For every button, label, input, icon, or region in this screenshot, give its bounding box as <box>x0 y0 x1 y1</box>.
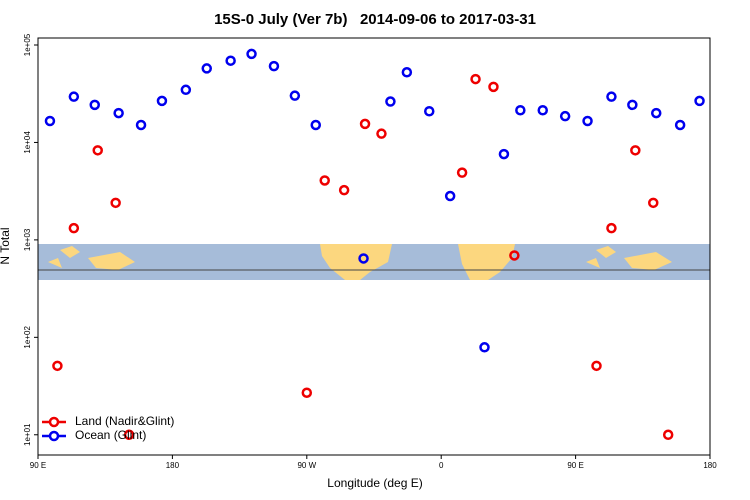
point <box>424 106 435 117</box>
point <box>650 107 662 119</box>
x-tick-label: 90 W <box>297 461 316 470</box>
x-tick-label: 90 E <box>30 461 46 470</box>
point <box>358 253 369 264</box>
point <box>319 175 330 186</box>
point <box>52 360 63 372</box>
y-tick-label: 1e+03 <box>23 228 32 251</box>
land-shape <box>586 246 672 270</box>
point <box>401 67 413 78</box>
y-tick-label: 1e+01 <box>23 423 32 446</box>
point <box>225 55 236 66</box>
legend-label: Ocean (Glint) <box>75 428 146 442</box>
land-shape <box>320 244 392 280</box>
point <box>110 197 121 209</box>
x-tick-label: 180 <box>703 461 717 470</box>
point <box>582 115 593 127</box>
point <box>662 429 674 441</box>
point <box>537 104 548 116</box>
point <box>310 119 322 131</box>
point <box>89 99 100 111</box>
point <box>456 167 468 178</box>
point <box>694 95 705 107</box>
point <box>488 81 499 93</box>
point <box>630 145 641 156</box>
plot-frame <box>37 37 711 456</box>
point <box>515 104 526 116</box>
point <box>301 387 313 398</box>
point <box>246 48 257 60</box>
point <box>156 95 168 107</box>
x-axis-label: Longitude (deg E) <box>327 476 422 490</box>
x-tick-label: 180 <box>166 461 180 470</box>
point <box>648 197 659 209</box>
point <box>498 148 510 160</box>
point <box>44 115 56 127</box>
land-shape <box>48 246 135 270</box>
point <box>268 60 280 72</box>
legend-marker <box>48 416 60 428</box>
x-tick-label: 90 E <box>567 461 583 470</box>
point <box>123 429 135 441</box>
y-tick-label: 1e+04 <box>23 131 32 154</box>
y-tick-label: 1e+05 <box>23 33 32 56</box>
point <box>135 119 147 131</box>
legend: Land (Nadir&Glint)Ocean (Glint) <box>42 414 174 442</box>
point <box>113 107 124 119</box>
legend-marker <box>48 430 60 442</box>
point <box>591 360 602 372</box>
point <box>606 222 617 234</box>
point <box>92 145 103 156</box>
point <box>68 91 80 102</box>
point <box>68 222 80 234</box>
point <box>376 128 387 139</box>
point <box>627 99 638 111</box>
point <box>289 90 301 101</box>
point <box>201 63 212 74</box>
point <box>606 91 617 102</box>
point <box>385 96 396 107</box>
x-tick-label: 0 <box>439 461 444 470</box>
point <box>470 73 481 85</box>
point <box>359 118 371 130</box>
point <box>559 110 571 122</box>
point <box>479 342 490 353</box>
y-tick-label: 1e+02 <box>23 326 32 349</box>
chart-title: 15S-0 July (Ver 7b) 2014-09-06 to 2017-0… <box>214 11 536 28</box>
legend-label: Land (Nadir&Glint) <box>75 414 174 428</box>
point <box>180 84 192 96</box>
point <box>509 250 520 261</box>
land-shape <box>458 244 515 280</box>
map-band <box>38 244 710 280</box>
point <box>338 184 350 196</box>
point <box>444 190 456 202</box>
point <box>674 119 686 131</box>
y-axis-label: N Total <box>0 227 12 264</box>
